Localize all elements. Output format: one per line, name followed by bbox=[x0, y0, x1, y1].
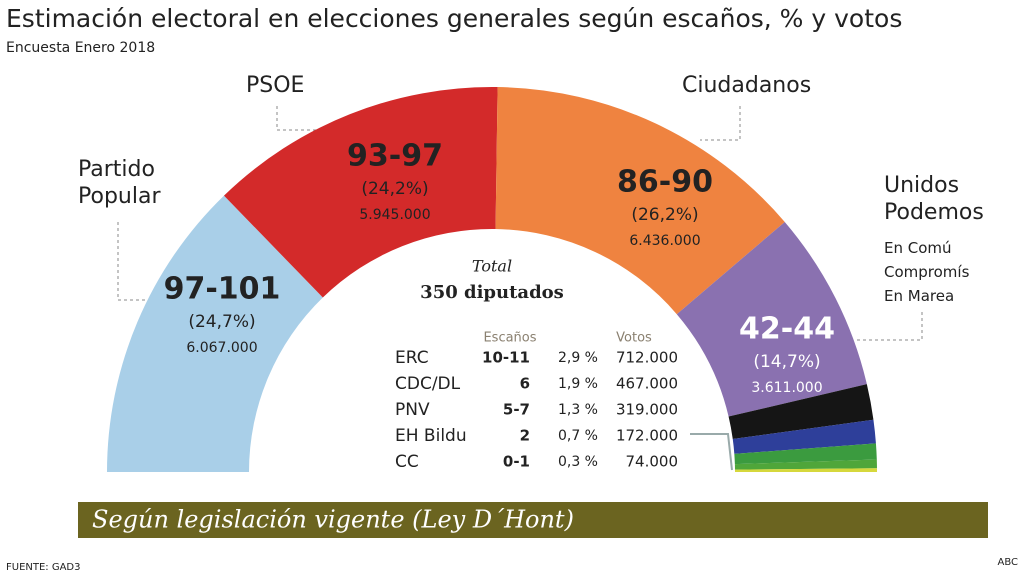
percent-label: (14,7%) bbox=[753, 352, 820, 372]
annotation: En Marea bbox=[884, 287, 955, 305]
seat-arc bbox=[734, 443, 877, 465]
party-name: Ciudadanos bbox=[682, 73, 812, 98]
percent-label: (24,2%) bbox=[361, 179, 428, 199]
seat-arc bbox=[732, 419, 876, 454]
seats-label: 86-90 bbox=[617, 165, 713, 200]
party-name: CDC/DL bbox=[395, 374, 461, 394]
seat-arc bbox=[223, 86, 498, 298]
percent-label: 1,3 % bbox=[558, 402, 598, 418]
percent-label: 0,3 % bbox=[558, 454, 598, 470]
brand: ABC bbox=[997, 557, 1018, 568]
seat-arc bbox=[734, 459, 877, 470]
seats-label: 2 bbox=[520, 427, 530, 445]
annotation: En Comú bbox=[884, 239, 952, 257]
votes-label: 3.611.000 bbox=[751, 380, 822, 396]
party-name: PSOE bbox=[246, 73, 305, 98]
source: FUENTE: GAD3 bbox=[6, 562, 81, 573]
seat-arc bbox=[676, 221, 867, 417]
seat-arc bbox=[728, 384, 874, 440]
percent-label: 2,9 % bbox=[558, 350, 598, 366]
seat-arc bbox=[734, 468, 877, 472]
seats-label: 42-44 bbox=[739, 312, 835, 347]
seats-label: 93-97 bbox=[347, 139, 443, 174]
party-name: PNV bbox=[395, 400, 430, 420]
total-label: Total bbox=[472, 257, 512, 276]
bracket bbox=[690, 433, 733, 471]
party-name: ERC bbox=[395, 348, 429, 368]
votes-label: 6.436.000 bbox=[629, 233, 700, 249]
banner: Según legislación vigente (Ley D´Hont) bbox=[92, 506, 574, 534]
percent-label: 0,7 % bbox=[558, 428, 598, 444]
votes-label: 319.000 bbox=[616, 401, 678, 419]
total-text: 350 diputados bbox=[420, 282, 564, 303]
seats-label: 6 bbox=[520, 375, 530, 393]
seats-label: 0-1 bbox=[503, 453, 530, 471]
percent-label: (26,2%) bbox=[631, 205, 698, 225]
votes-label: 467.000 bbox=[616, 375, 678, 393]
votes-label: 6.067.000 bbox=[186, 340, 257, 356]
percent-label: 1,9 % bbox=[558, 376, 598, 392]
seats-label: 5-7 bbox=[503, 401, 530, 419]
banner-bg bbox=[78, 502, 988, 538]
table-header: Votos bbox=[616, 331, 652, 346]
percent-label: (24,7%) bbox=[188, 312, 255, 332]
votes-label: 74.000 bbox=[626, 453, 679, 471]
party-name: CC bbox=[395, 452, 419, 472]
seat-arc bbox=[495, 87, 785, 315]
table-header: Escaños bbox=[483, 331, 536, 346]
seat-arc bbox=[107, 195, 323, 472]
votes-label: 172.000 bbox=[616, 427, 678, 445]
annotation: Compromís bbox=[884, 263, 970, 281]
party-name: EH Bildu bbox=[395, 426, 467, 446]
votes-label: 5.945.000 bbox=[359, 207, 430, 223]
subtitle: Encuesta Enero 2018 bbox=[6, 40, 155, 56]
seats-label: 10-11 bbox=[482, 349, 530, 367]
seats-label: 97-101 bbox=[164, 272, 281, 307]
party-name: Unidos Podemos bbox=[884, 173, 984, 225]
title: Estimación electoral en elecciones gener… bbox=[6, 4, 902, 33]
votes-label: 712.000 bbox=[616, 349, 678, 367]
party-name: Partido Popular bbox=[78, 157, 161, 209]
